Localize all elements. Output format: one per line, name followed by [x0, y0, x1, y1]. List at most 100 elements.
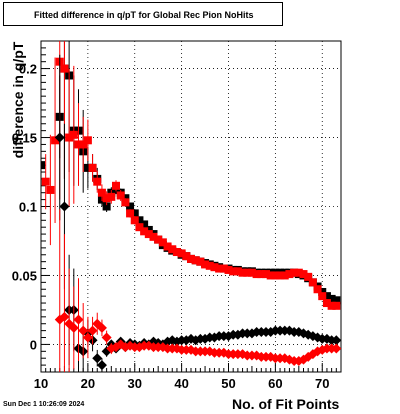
data-point-square	[107, 192, 116, 201]
data-point-diamond	[54, 132, 65, 143]
data-point-square	[172, 248, 181, 257]
y-tick-label: 0.15	[12, 131, 37, 146]
data-point-diamond	[96, 322, 107, 333]
y-tick-label: 0.1	[19, 200, 37, 215]
data-point-square	[149, 232, 158, 241]
data-point-square	[121, 198, 130, 207]
data-point-square	[51, 136, 60, 145]
data-point-square	[130, 209, 139, 218]
data-point-diamond	[59, 201, 70, 212]
grid	[40, 41, 341, 372]
data-point-square	[308, 278, 317, 287]
data-point-square	[102, 194, 111, 203]
data-point-square	[215, 264, 224, 273]
timestamp: Sun Dec 1 10:26:09 2024	[3, 401, 85, 408]
data-point-square	[144, 225, 153, 234]
data-point-diamond	[87, 325, 98, 336]
data-point-square	[266, 271, 275, 280]
data-point-square	[65, 133, 74, 142]
data-point-square	[313, 285, 322, 294]
data-point-square	[201, 260, 210, 269]
data-point-square	[74, 140, 83, 149]
x-tick-label: 60	[268, 376, 282, 391]
data-point-square	[332, 296, 341, 305]
data-point-square	[168, 245, 177, 254]
data-point-square	[219, 264, 228, 273]
data-markers	[41, 41, 341, 372]
data-point-square	[322, 292, 331, 301]
data-point-square	[271, 271, 280, 280]
x-tick-label: 20	[81, 376, 95, 391]
data-point-square	[210, 263, 219, 272]
data-point-square	[233, 267, 242, 276]
data-point-square	[304, 272, 313, 281]
data-point-square	[280, 271, 289, 280]
data-point-square	[327, 301, 336, 310]
data-point-square	[247, 268, 256, 277]
data-point-square	[290, 268, 299, 277]
data-point-square	[135, 223, 144, 232]
data-point-diamond	[96, 360, 107, 371]
x-tick-label: 70	[315, 376, 329, 391]
data-point-square	[126, 209, 135, 218]
data-point-square	[252, 270, 261, 279]
data-point-square	[294, 268, 303, 277]
data-point-square	[196, 257, 205, 266]
data-point-square	[318, 292, 327, 301]
data-point-square	[224, 265, 233, 274]
x-tick-label: 50	[221, 376, 235, 391]
data-point-square	[97, 188, 106, 197]
data-point-square	[182, 252, 191, 261]
data-point-square	[318, 288, 327, 297]
x-tick-label: 30	[128, 376, 142, 391]
data-point-square	[102, 202, 111, 211]
data-point-square	[140, 220, 149, 229]
data-point-diamond	[331, 335, 341, 346]
data-point-square	[177, 249, 186, 258]
data-point-square	[88, 163, 97, 172]
data-point-square	[238, 268, 247, 277]
data-point-square	[69, 130, 78, 139]
data-point-diamond	[331, 343, 341, 354]
data-point-square	[191, 256, 200, 265]
data-point-square	[116, 191, 125, 200]
data-point-square	[93, 177, 102, 186]
data-point-square	[262, 270, 270, 279]
data-point-square	[163, 242, 172, 251]
data-point-square	[205, 261, 214, 270]
data-point-diamond	[73, 314, 84, 325]
data-point-diamond	[92, 353, 103, 364]
data-point-square	[229, 267, 238, 276]
data-point-square	[112, 181, 120, 190]
data-point-square	[257, 270, 266, 279]
data-point-diamond	[59, 311, 70, 322]
data-point-square	[135, 216, 144, 225]
x-tick-label: 10	[34, 376, 48, 391]
data-point-square	[130, 216, 139, 225]
data-point-square	[83, 163, 92, 172]
data-point-square	[285, 270, 294, 279]
data-point-square	[126, 202, 135, 211]
data-point-square	[187, 254, 195, 263]
data-point-square	[79, 140, 88, 149]
data-point-square	[60, 64, 69, 73]
data-point-diamond	[82, 332, 93, 343]
data-point-square	[276, 271, 285, 280]
data-point-square	[154, 235, 163, 244]
data-point-square	[144, 230, 153, 239]
y-axis-label: difference in q/pT	[10, 41, 26, 159]
data-group	[41, 41, 341, 372]
data-point-square	[327, 294, 336, 303]
x-tick-label: 40	[174, 376, 188, 391]
y-tick-label: 0	[30, 337, 37, 352]
data-point-square	[41, 161, 45, 170]
axes: 10 20 30 40 50 60 70 0 0.05 0.1 0.15 0.2	[12, 40, 342, 391]
y-tick-label: 0.05	[12, 268, 37, 283]
data-point-square	[140, 227, 149, 236]
data-point-square	[243, 268, 252, 277]
chart-title: Fitted difference in q/pT for Global Rec…	[3, 2, 283, 26]
data-point-square	[41, 177, 50, 186]
data-point-diamond	[68, 322, 79, 333]
data-point-diamond	[78, 325, 89, 336]
